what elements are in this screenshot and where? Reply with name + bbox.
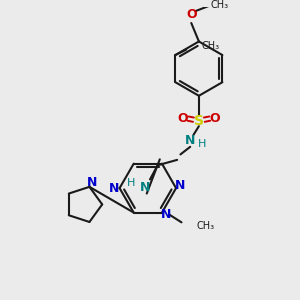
Text: N: N <box>86 176 97 189</box>
Text: N: N <box>175 179 186 192</box>
Text: N: N <box>109 182 119 195</box>
Text: CH₃: CH₃ <box>201 41 220 51</box>
Text: O: O <box>210 112 220 125</box>
Text: H: H <box>198 139 206 148</box>
Text: O: O <box>177 112 188 125</box>
Text: CH₃: CH₃ <box>197 220 215 231</box>
Text: S: S <box>194 114 204 128</box>
Text: H: H <box>127 178 136 188</box>
Text: CH₃: CH₃ <box>211 0 229 10</box>
Text: N: N <box>140 181 150 194</box>
Text: N: N <box>161 208 172 221</box>
Text: O: O <box>186 8 196 21</box>
Text: N: N <box>185 134 195 147</box>
